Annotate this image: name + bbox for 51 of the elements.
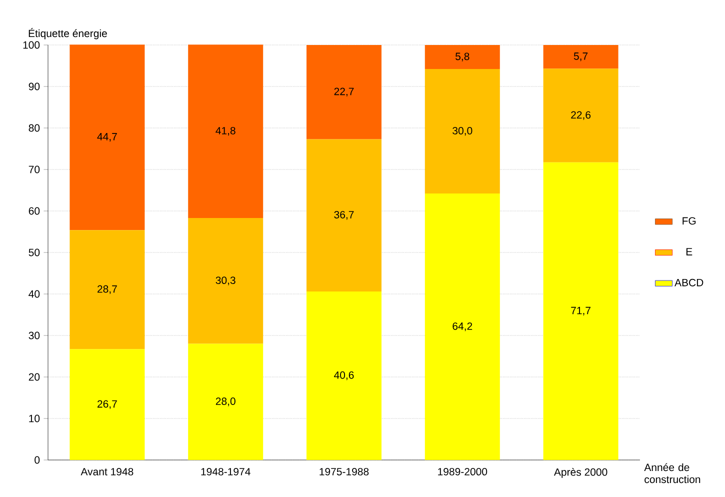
x-tick-label: 1989-2000 <box>438 468 488 476</box>
y-tick-label: 100 <box>23 41 40 49</box>
y-tick-label: 50 <box>28 248 40 256</box>
bar <box>70 349 145 460</box>
y-tick-label: 30 <box>28 332 40 340</box>
legend-label: E <box>686 248 692 256</box>
bar <box>70 44 145 230</box>
data-label: 64,2 <box>452 322 472 332</box>
x-axis-title: Année de construction <box>644 463 700 484</box>
y-tick-label: 10 <box>29 414 40 422</box>
bar <box>543 162 618 460</box>
data-label: 22,7 <box>334 88 354 96</box>
bar <box>424 69 500 194</box>
bar <box>424 44 500 70</box>
data-label: 28,0 <box>216 398 236 406</box>
data-label: 26,7 <box>98 400 117 409</box>
bar <box>70 230 145 350</box>
y-tick-label: 0 <box>34 456 40 464</box>
y-tick-label: 60 <box>28 207 40 215</box>
x-tick-label: Après 2000 <box>554 468 608 478</box>
data-label: 5,7 <box>574 52 588 62</box>
data-label: 5,8 <box>456 52 470 62</box>
data-label: 40,6 <box>334 371 354 380</box>
bar <box>188 344 264 460</box>
y-tick-label: 70 <box>28 166 40 174</box>
y-tick-label: 80 <box>28 124 40 132</box>
x-tick-label: Avant 1948 <box>80 468 134 476</box>
bar <box>188 218 264 344</box>
data-label: 36,7 <box>334 211 354 220</box>
y-tick-label: 90 <box>28 82 40 90</box>
legend-label: FG <box>682 217 696 225</box>
x-tick-label: 1948-1974 <box>201 468 250 476</box>
bar <box>188 44 264 218</box>
bar <box>306 139 382 292</box>
bar <box>306 44 382 140</box>
data-label: 30,3 <box>216 276 236 286</box>
y-tick-label: 40 <box>28 290 40 298</box>
x-tick-label: 1975-1988 <box>320 468 369 476</box>
data-label: 41,8 <box>216 126 236 136</box>
data-label: 28,7 <box>98 285 117 294</box>
y-axis-title: Étiquette énergie <box>28 28 107 40</box>
bar <box>306 291 382 460</box>
data-label: 30,0 <box>452 126 472 136</box>
data-label: 44,7 <box>97 133 117 142</box>
data-label: 22,6 <box>571 111 591 120</box>
legend-label: ABCD <box>674 278 704 286</box>
bar <box>424 194 500 460</box>
y-tick-label: 20 <box>28 373 40 381</box>
bar <box>543 68 618 162</box>
data-label: 71,7 <box>571 306 590 316</box>
bar <box>543 44 618 69</box>
